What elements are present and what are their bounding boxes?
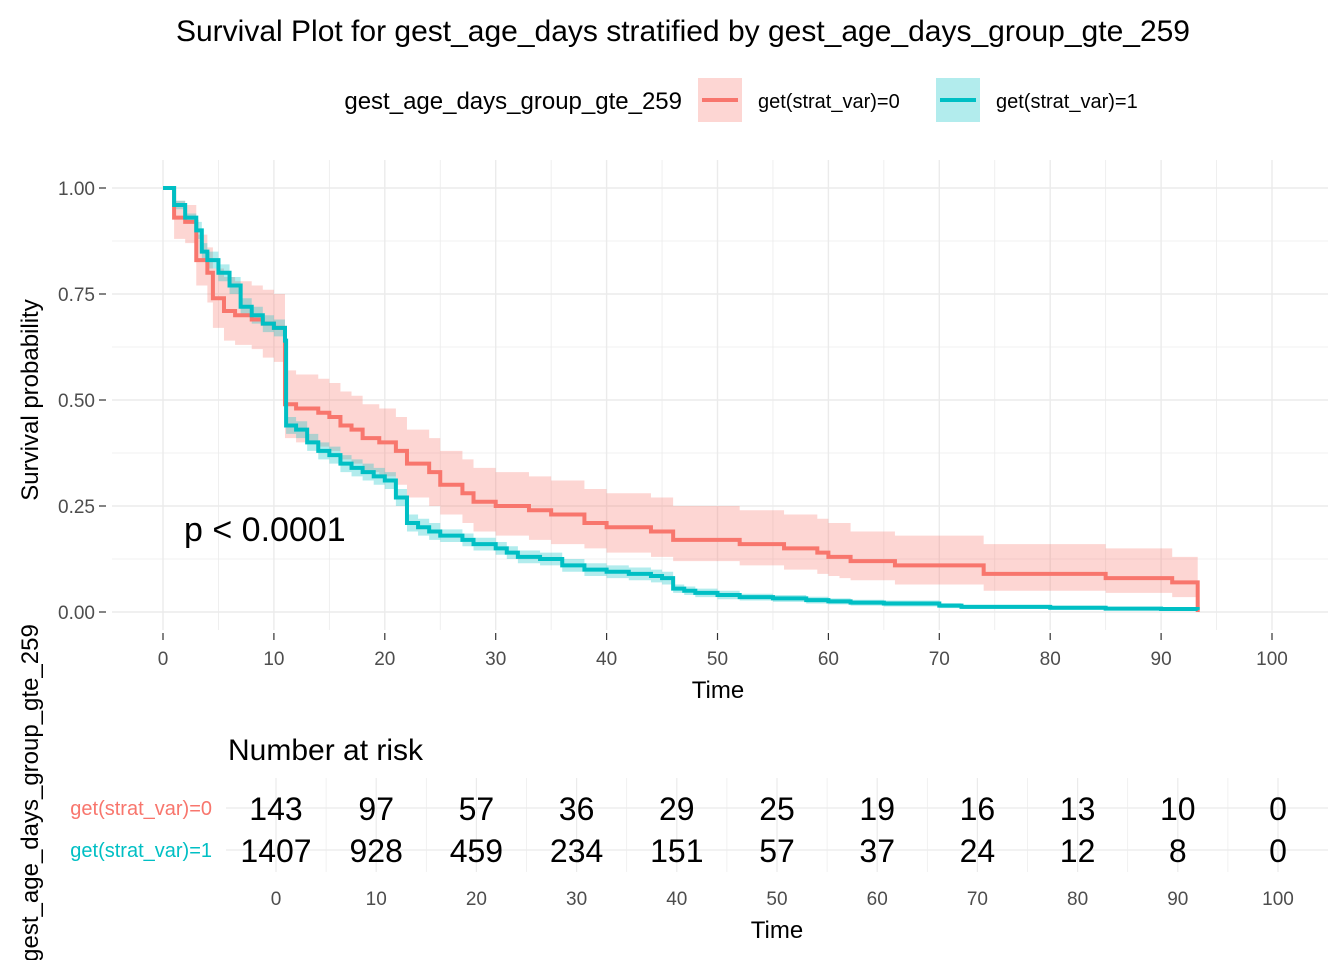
risk-x-tick-label: 0	[271, 889, 282, 910]
risk-value: 57	[459, 791, 495, 827]
x-axis-ticks: 0 10 20 30 40 50 60 70 80 90 100	[158, 633, 1288, 670]
y-axis-title: Survival probability	[17, 299, 44, 500]
legend-item-1: get(strat_var)=1	[936, 78, 1138, 122]
risk-x-tick-label: 40	[666, 889, 687, 910]
risk-value: 0	[1269, 791, 1287, 827]
risk-value: 25	[759, 791, 795, 827]
risk-value: 0	[1269, 833, 1287, 869]
risk-table-title: Number at risk	[228, 734, 424, 767]
p-value-annotation: p < 0.0001	[184, 511, 346, 549]
risk-value: 1407	[240, 833, 311, 869]
risk-value: 24	[960, 833, 996, 869]
risk-x-tick-label: 70	[967, 889, 988, 910]
risk-row-label-1: get(strat_var)=1	[70, 840, 212, 862]
y-axis-ticks: 0.00 0.25 0.50 0.75 1.00	[58, 179, 106, 624]
risk-value: 8	[1169, 833, 1187, 869]
x-tick-label: 30	[485, 649, 506, 670]
risk-value: 10	[1160, 791, 1196, 827]
y-tick-label: 0.75	[58, 285, 95, 306]
x-tick-label: 50	[707, 649, 728, 670]
x-tick-label: 80	[1040, 649, 1061, 670]
confidence-bands	[163, 188, 1198, 612]
x-tick-label: 60	[818, 649, 839, 670]
risk-value: 29	[659, 791, 695, 827]
risk-table-y-title: gest_age_days_group_gte_259	[17, 624, 44, 960]
risk-value: 13	[1060, 791, 1096, 827]
risk-value: 19	[859, 791, 895, 827]
risk-x-tick-label: 30	[566, 889, 587, 910]
risk-value: 143	[249, 791, 302, 827]
x-tick-label: 0	[158, 649, 169, 670]
risk-x-tick-label: 20	[466, 889, 487, 910]
x-tick-label: 20	[374, 649, 395, 670]
risk-x-tick-label: 100	[1262, 889, 1294, 910]
y-tick-label: 0.00	[58, 603, 95, 624]
plot-grid	[112, 160, 1328, 630]
legend-label-1: get(strat_var)=1	[996, 91, 1138, 113]
y-tick-label: 0.25	[58, 497, 95, 518]
x-axis-title: Time	[692, 677, 744, 704]
risk-value: 37	[859, 833, 895, 869]
risk-table-grid	[226, 778, 1328, 872]
risk-value: 459	[450, 833, 503, 869]
survival-curve-1	[163, 186, 1200, 612]
survival-curves	[163, 186, 1200, 612]
x-tick-label: 10	[263, 649, 284, 670]
risk-value: 151	[650, 833, 703, 869]
y-tick-label: 0.50	[58, 391, 95, 412]
legend-title: gest_age_days_group_gte_259	[344, 88, 682, 115]
legend: gest_age_days_group_gte_259 get(strat_va…	[344, 78, 1138, 122]
risk-row-label-0: get(strat_var)=0	[70, 798, 212, 820]
chart-title: Survival Plot for gest_age_days stratifi…	[176, 15, 1190, 48]
confidence-band-0	[163, 188, 1198, 612]
risk-table-rows: get(strat_var)=0 143 97 57 36 29 25 19 16 13 10 0 ge…	[70, 791, 1287, 869]
y-tick-label: 1.00	[58, 179, 95, 200]
risk-x-tick-label: 90	[1167, 889, 1188, 910]
risk-x-tick-label: 60	[867, 889, 888, 910]
x-tick-label: 70	[929, 649, 950, 670]
legend-item-0: get(strat_var)=0	[698, 78, 900, 122]
risk-value: 928	[350, 833, 403, 869]
risk-x-tick-label: 80	[1067, 889, 1088, 910]
risk-value: 12	[1060, 833, 1096, 869]
legend-label-0: get(strat_var)=0	[758, 91, 900, 113]
risk-value: 16	[960, 791, 996, 827]
risk-value: 97	[358, 791, 394, 827]
risk-value: 234	[550, 833, 603, 869]
risk-value: 57	[759, 833, 795, 869]
risk-table-x-ticks: 0 10 20 30 40 50 60 70 80 90 100	[271, 889, 1294, 910]
risk-x-tick-label: 50	[766, 889, 787, 910]
x-tick-label: 90	[1151, 649, 1172, 670]
x-tick-label: 100	[1256, 649, 1288, 670]
risk-x-tick-label: 10	[366, 889, 387, 910]
risk-value: 36	[559, 791, 595, 827]
risk-table-x-title: Time	[751, 917, 803, 944]
x-tick-label: 40	[596, 649, 617, 670]
